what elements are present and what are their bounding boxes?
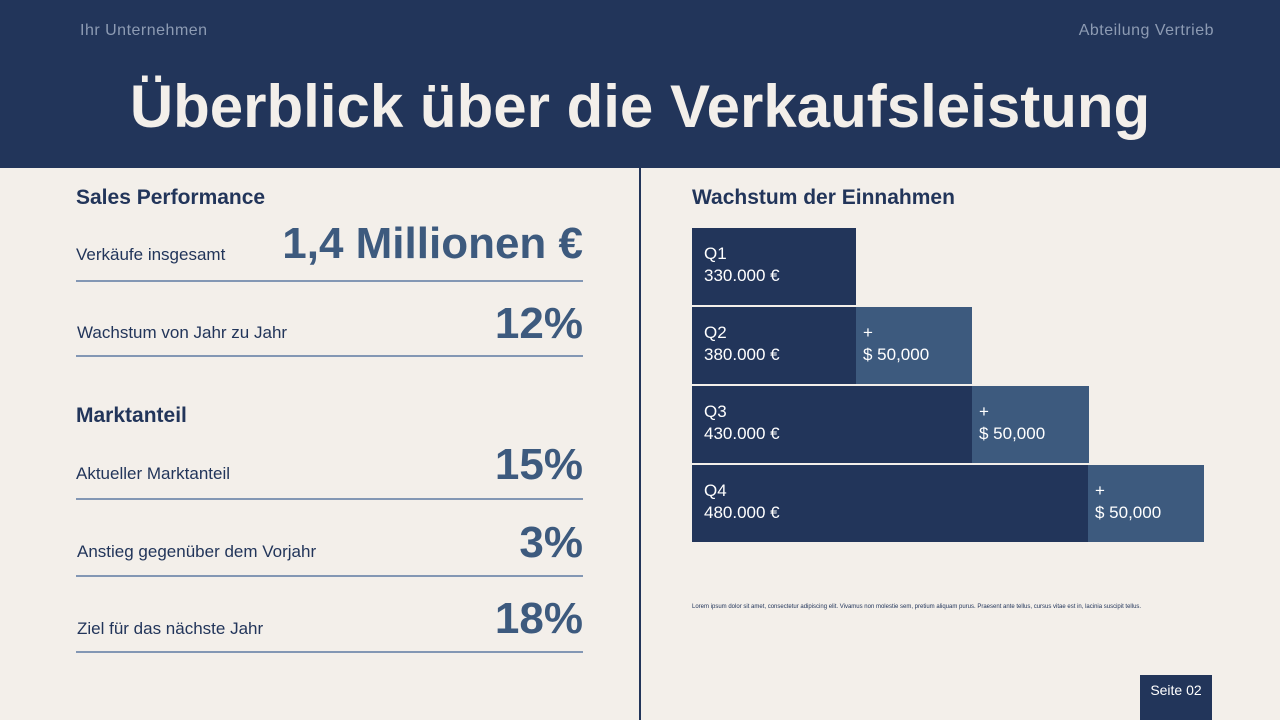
quarter: Q1 (704, 244, 727, 263)
kpi-label: Verkäufe insgesamt (76, 245, 226, 264)
increase: $ 50,000 (979, 424, 1046, 443)
kpi-label: Anstieg gegenüber dem Vorjahr (77, 542, 317, 561)
department: Abteilung Vertrieb (1078, 22, 1214, 39)
sign: + (1095, 481, 1105, 500)
quarter: Q2 (704, 323, 727, 342)
kpi-value: 1,4 Millionen € (282, 219, 583, 268)
increase-block: + $ 50,000 (856, 307, 972, 384)
row-line (76, 498, 583, 500)
quarter-block: Q4 480.000 € (692, 465, 1088, 542)
page-number: Seite 02 (1140, 675, 1212, 720)
amount: 330.000 € (704, 266, 780, 285)
note: Lorem ipsum dolor sit amet, consectetur … (692, 604, 1142, 610)
amount: 430.000 € (704, 424, 780, 443)
kpi-label: Ziel für das nächste Jahr (77, 619, 264, 638)
kpi-label: Wachstum von Jahr zu Jahr (77, 323, 288, 342)
section-heading: Marktanteil (76, 404, 187, 427)
header-band (0, 0, 1280, 168)
increase-block: + $ 50,000 (1088, 465, 1204, 542)
sign: + (979, 402, 989, 421)
quarter: Q4 (704, 481, 727, 500)
quarter-block: Q2 380.000 € (692, 307, 856, 384)
quarter-block: Q3 430.000 € (692, 386, 974, 463)
section-heading: Wachstum der Einnahmen (692, 186, 955, 209)
quarter: Q3 (704, 402, 727, 421)
company: Ihr Unternehmen (80, 22, 208, 39)
kpi-value: 12% (494, 299, 583, 348)
kpi-value: 3% (519, 518, 583, 567)
row-line (76, 575, 583, 577)
quarter-block: Q1 330.000 € (692, 228, 856, 305)
section-heading: Sales Performance (76, 186, 266, 209)
row-line (76, 355, 583, 357)
row-line (76, 280, 583, 282)
sign: + (863, 323, 873, 342)
divider (639, 168, 641, 720)
kpi-value: 15% (494, 440, 583, 489)
increase: $ 50,000 (863, 345, 930, 364)
title: Überblick über die Verkaufsleistung (129, 73, 1151, 140)
row-line (76, 651, 583, 653)
amount: 380.000 € (704, 345, 780, 364)
increase: $ 50,000 (1095, 503, 1162, 522)
increase-block: + $ 50,000 (972, 386, 1089, 463)
amount: 480.000 € (704, 503, 780, 522)
kpi-label: Aktueller Marktanteil (76, 464, 231, 483)
kpi-value: 18% (494, 594, 583, 643)
